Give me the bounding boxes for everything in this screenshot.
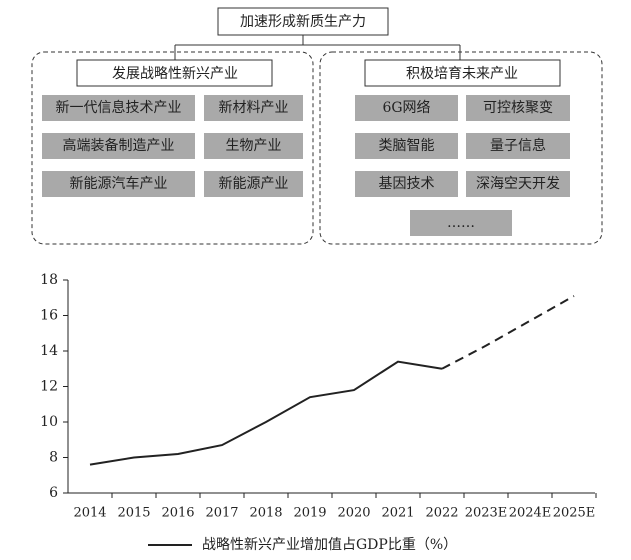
legend-label: 战略性新兴产业增加值占GDP比重（%） xyxy=(202,537,457,553)
group-title: 发展战略性新兴产业 xyxy=(112,66,238,82)
item-box xyxy=(466,95,570,121)
y-tick-label: 16 xyxy=(40,308,58,324)
item-label: 新一代信息技术产业 xyxy=(56,99,182,116)
item-box xyxy=(204,133,303,159)
y-tick-label: 6 xyxy=(49,485,58,501)
x-tick-label: 2023E xyxy=(465,506,508,521)
item-label: 新能源产业 xyxy=(219,176,289,192)
item-box xyxy=(42,171,195,197)
item-box xyxy=(42,133,195,159)
y-tick-label: 18 xyxy=(40,272,58,288)
item-label: 深海空天开发 xyxy=(476,176,560,192)
item-label: 新能源汽车产业 xyxy=(70,175,168,192)
x-tick-label: 2019 xyxy=(293,506,326,521)
x-tick-label: 2017 xyxy=(205,506,238,521)
item-label: 可控核聚变 xyxy=(483,100,553,116)
item-label: 量子信息 xyxy=(490,137,546,154)
item-box xyxy=(410,210,512,236)
root-label: 加速形成新质生产力 xyxy=(240,14,366,30)
x-tick-label: 2025E xyxy=(553,506,596,521)
item-label: 新材料产业 xyxy=(219,100,289,116)
group-title-box xyxy=(364,59,561,87)
item-label: …… xyxy=(447,215,475,231)
group-frame xyxy=(31,51,314,245)
item-box xyxy=(42,95,195,121)
x-tick-label: 2022 xyxy=(425,506,458,521)
root-box xyxy=(217,7,389,36)
item-box xyxy=(466,133,570,159)
y-tick-label: 8 xyxy=(49,450,58,466)
group-frame xyxy=(319,51,603,245)
group-title-box xyxy=(76,59,273,87)
item-label: 高端装备制造产业 xyxy=(63,137,175,154)
connector xyxy=(174,35,461,60)
x-tick-label: 2021 xyxy=(381,506,414,521)
item-label: 6G网络 xyxy=(382,100,430,116)
item-box xyxy=(355,171,458,197)
item-label: 基因技术 xyxy=(379,175,435,192)
x-tick-label: 2016 xyxy=(161,506,194,521)
x-tick-label: 2020 xyxy=(337,506,370,521)
x-tick-label: 2024E xyxy=(509,506,552,521)
item-box xyxy=(355,95,458,121)
forecast-line xyxy=(441,295,575,370)
item-label: 生物产业 xyxy=(226,138,282,154)
item-box xyxy=(355,133,458,159)
item-box xyxy=(204,95,303,121)
line xyxy=(89,360,443,466)
y-tick-label: 10 xyxy=(40,414,58,430)
item-box xyxy=(466,171,570,197)
x-tick-label: 2014 xyxy=(73,506,106,521)
x-tick-label: 2015 xyxy=(117,506,150,521)
y-tick-label: 14 xyxy=(40,343,58,359)
x-tick-label: 2018 xyxy=(249,506,282,521)
y-tick-label: 12 xyxy=(40,379,58,395)
item-box xyxy=(204,171,303,197)
group-title: 积极培育未来产业 xyxy=(406,66,518,82)
axes xyxy=(67,280,595,494)
item-label: 类脑智能 xyxy=(379,138,435,154)
